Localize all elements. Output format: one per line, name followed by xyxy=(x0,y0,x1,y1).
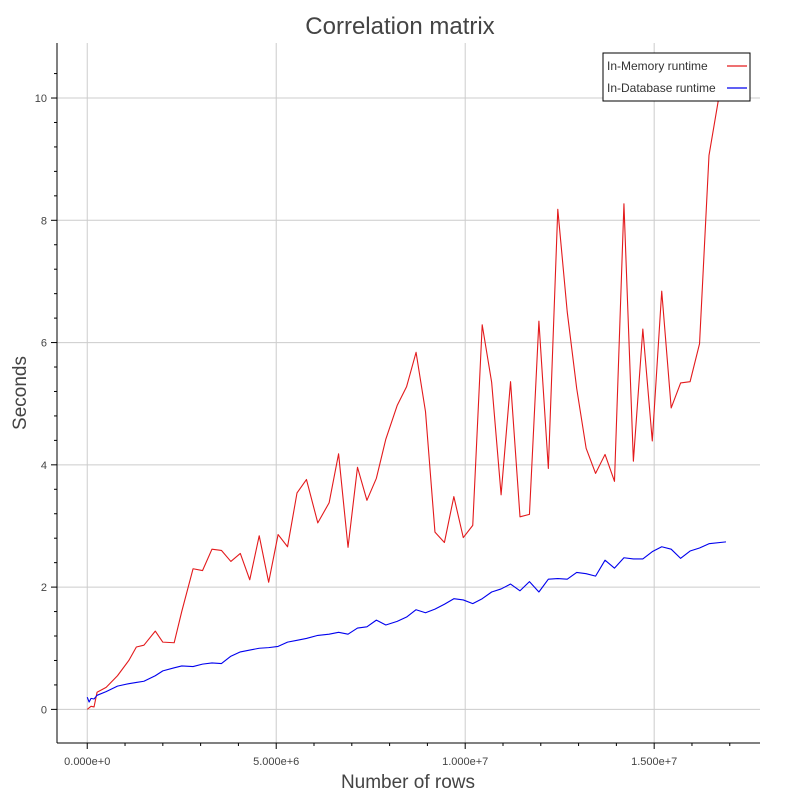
y-tick-label: 2 xyxy=(41,582,47,594)
x-tick-label: 0.000e+0 xyxy=(64,756,110,768)
legend: In-Memory runtime In-Database runtime xyxy=(602,52,751,102)
x-tick-label: 5.000e+6 xyxy=(253,756,299,768)
y-axis-label: Seconds xyxy=(10,356,31,430)
legend-box xyxy=(602,52,751,102)
x-axis-label: Number of rows xyxy=(341,772,475,793)
chart-title: Correlation matrix xyxy=(305,13,494,40)
axes: 0.000e+0 5.000e+6 1.000e+7 1.500e+7 0 2 4 6 8 10 xyxy=(35,43,760,768)
y-tick-label: 4 xyxy=(41,460,47,472)
legend-label: In-Memory runtime xyxy=(607,59,708,73)
in-memory-runtime-line xyxy=(86,55,727,710)
series-layer xyxy=(86,55,727,710)
y-tick-label: 6 xyxy=(41,338,47,350)
legend-label: In-Database runtime xyxy=(607,81,716,95)
y-tick-label: 8 xyxy=(41,215,47,227)
in-database-runtime-line xyxy=(86,541,727,703)
x-tick-label: 1.000e+7 xyxy=(442,756,488,768)
x-tick-label: 1.500e+7 xyxy=(631,756,677,768)
y-tick-label: 10 xyxy=(35,93,47,105)
y-tick-label: 0 xyxy=(41,704,47,716)
